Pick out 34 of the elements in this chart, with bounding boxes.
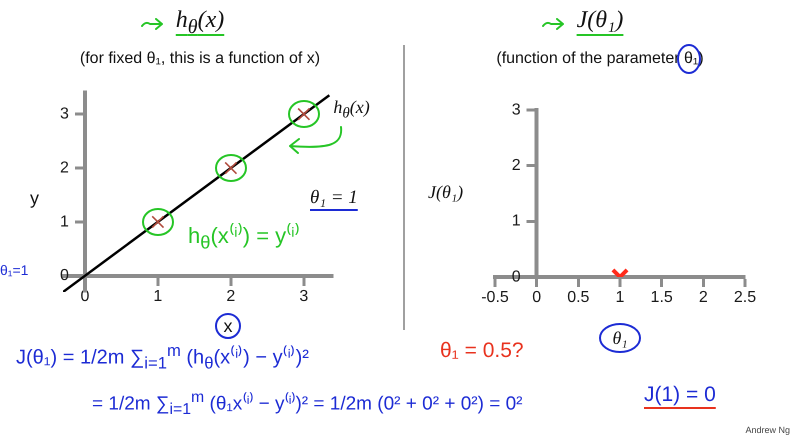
x-tick-label: 2 [698,289,708,306]
y-tick-label: 1 [60,213,69,230]
x-tick-label: 0 [532,289,542,306]
x-tick-label: 1 [616,289,625,306]
chart-title: h$_{θ}$(x) [176,6,224,40]
chart-title: J(θ₁) [576,6,624,35]
x-axis-title: x [224,316,232,336]
text: = 1/2m ∑$_{i=1}$$^{m}$ (θ₁x⁽ⁱ⁾ − y⁽ⁱ⁾)² = 1/2m (0² + 0² + 0²) = 0² [92,388,522,420]
text: J(1) = 0 [644,382,716,408]
y-tick-label: 0 [512,268,521,286]
x-tick-label: 1 [153,288,162,305]
x-tick-label: -0.5 [481,289,509,306]
x-tick-label: 2 [226,288,236,305]
y-tick-label: 2 [512,157,521,174]
y-tick-label: 3 [512,101,521,118]
y-axis-title: J(θ₁) [428,181,464,203]
chart-subtitle: (for fixed θ₁, this is a function of x) [80,50,320,67]
text: θ₁ = 0.5? [440,338,524,364]
y-axis-title: y [30,187,39,209]
x-tick-label: 0.5 [567,289,590,306]
x-axis-title: θ₁ [612,328,628,348]
text: θ₁=1 [0,262,28,280]
text: J(θ₁) = 1/2m ∑$_{i=1}$$^{m}$ (h$_{θ}$(x⁽ⁱ⁾) − y⁽ⁱ⁾)² [16,341,309,374]
y-tick-label: 2 [60,159,69,176]
annotation: θ₁ = 1 [310,186,358,210]
series-label: h$_{θ}$(x) [333,96,370,124]
y-tick-label: 0 [60,267,69,284]
y-tick-label: 1 [512,212,521,230]
text: Andrew Ng [745,424,790,436]
annotation: h$_{θ}$(x⁽ⁱ⁾) = y⁽ⁱ⁾ [188,222,300,254]
x-tick-label: 3 [299,288,308,305]
y-tick-label: 3 [60,106,69,123]
x-tick-label: 1.5 [650,289,673,306]
x-tick-label: 2.5 [734,289,756,306]
